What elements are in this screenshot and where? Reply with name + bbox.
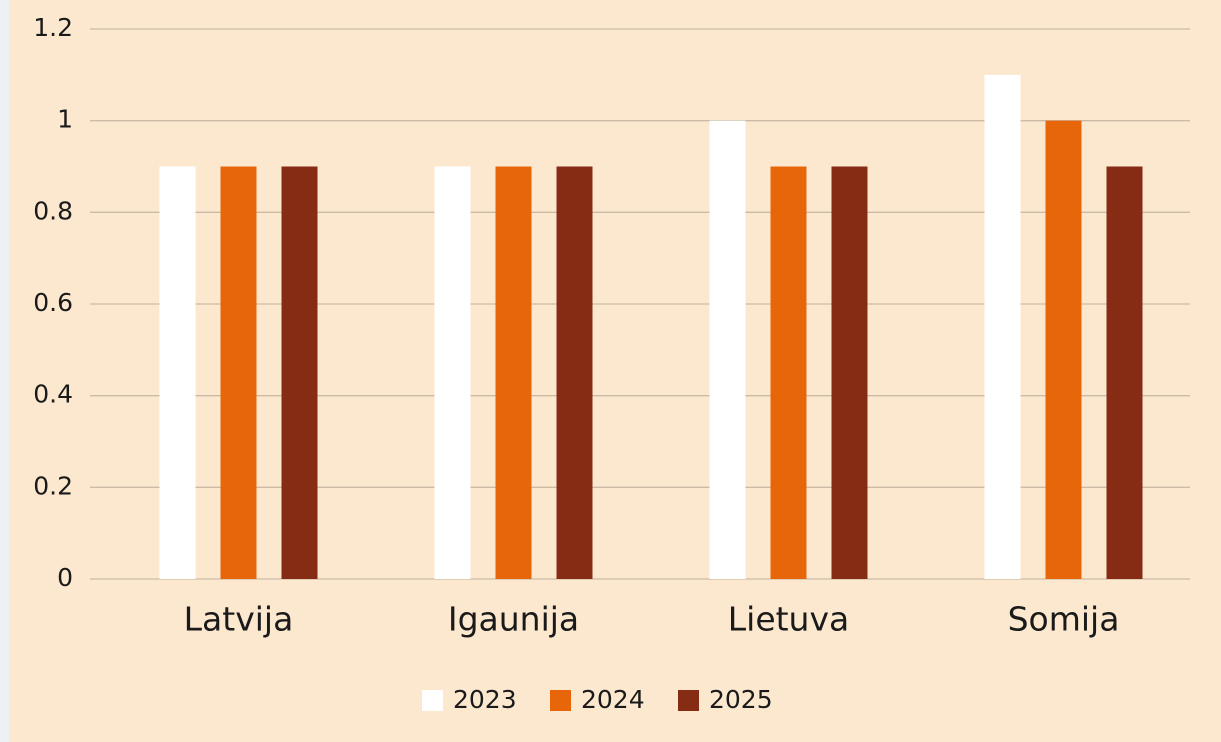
bar — [556, 166, 593, 579]
left-edge — [0, 0, 9, 742]
bar — [709, 120, 746, 580]
y-tick-label: 0.4 — [33, 380, 73, 409]
bar — [770, 166, 807, 579]
legend-label: 2024 — [581, 685, 645, 714]
bar — [831, 166, 868, 579]
legend-swatch — [678, 690, 699, 711]
bar — [159, 166, 196, 579]
bar — [1045, 120, 1082, 580]
x-tick-label: Somija — [1008, 600, 1120, 639]
y-tick-label: 0.2 — [33, 471, 73, 500]
bar — [220, 166, 257, 579]
legend-label: 2023 — [453, 685, 517, 714]
y-tick-label: 1.2 — [33, 13, 73, 42]
legend-swatch — [550, 690, 571, 711]
bar — [434, 166, 471, 579]
y-tick-label: 1 — [57, 105, 73, 134]
x-tick-label: Lietuva — [728, 600, 849, 639]
bar — [495, 166, 532, 579]
y-tick-label: 0.8 — [33, 196, 73, 225]
bar — [984, 74, 1021, 579]
bar — [281, 166, 318, 579]
x-tick-label: Latvija — [184, 600, 294, 639]
x-tick-label: Igaunija — [448, 600, 579, 639]
y-tick-label: 0.6 — [33, 288, 73, 317]
legend-label: 2025 — [709, 685, 773, 714]
y-tick-label: 0 — [57, 563, 73, 592]
legend-swatch — [422, 690, 443, 711]
bar — [1106, 166, 1143, 579]
